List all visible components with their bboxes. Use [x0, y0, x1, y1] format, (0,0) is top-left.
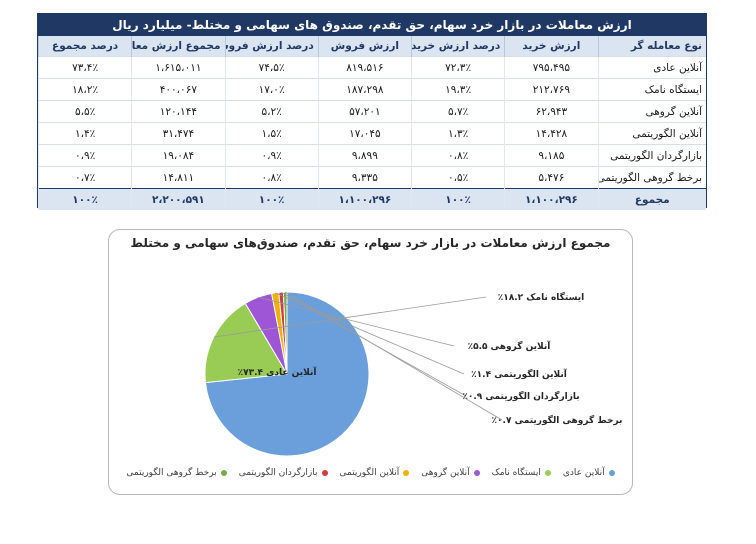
legend-item: آنلاین گروهی — [421, 468, 480, 478]
cell-sell-value: ۵۷،۲۰۱ — [317, 100, 412, 123]
pie-chart: آنلاین عادی ۷۳.۴٪ ایستگاه نامک ۱۸.۲٪ آنلای… — [204, 291, 623, 457]
cell-total-percent: ۰،۷٪ — [37, 166, 132, 189]
cell-total-percent: ۱۸،۲٪ — [37, 78, 132, 101]
header-buy-value: ارزش خرید — [504, 36, 598, 57]
legend-swatch — [544, 470, 551, 476]
legend-item: آنلاین عادی — [563, 468, 615, 478]
cell-sell-percent: ۱۷،۰٪ — [224, 78, 319, 101]
pie-chart-panel: مجموع ارزش معاملات در بازار خرد سهام، حق… — [108, 229, 633, 495]
header-sell-percent: درصد ارزش فروش — [224, 36, 319, 57]
cell-trader-type: آنلاین الگوریتمی — [597, 122, 706, 145]
cell-buy-value: ۶۲،۹۴۳ — [504, 100, 598, 123]
leader-line-5 — [284, 291, 503, 421]
table-row: ایستگاه نامک ۲۱۲،۷۶۹ ۱۹،۳٪ ۱۸۷،۲۹۸ ۱۷،۰٪ ۴۰۰،… — [37, 78, 706, 101]
header-total-percent: درصد مجموع — [37, 36, 132, 57]
legend-swatch — [608, 470, 615, 476]
trading-value-table: ارزش معاملات در بازار خرد سهام، حق تقدم،… — [37, 13, 707, 210]
cell-buy-percent: ۰،۸٪ — [410, 144, 505, 167]
cell-sell-value: ۹،۳۳۵ — [317, 166, 412, 189]
cell-buy-value: ۷۹۵،۴۹۵ — [504, 56, 598, 79]
cell-sell-percent: ۵،۲٪ — [224, 100, 319, 123]
total-cell-buy-percent: ۱۰۰٪ — [410, 188, 505, 210]
legend-label: آنلاین گروهی — [421, 468, 470, 478]
legend-swatch — [473, 470, 480, 476]
legend-item: آنلاین الگوریتمی — [340, 468, 410, 478]
chart-legend: آنلاین عادی ایستگاه نامک آنلاین گروهی آنلای… — [119, 468, 622, 478]
cell-total-percent: ۵،۵٪ — [37, 100, 132, 123]
table-row: بازارگردان الگوریتمی ۹،۱۸۵ ۰،۸٪ ۹،۸۹۹ ۰،۹٪ ۱۹… — [37, 144, 706, 167]
cell-trader-type: آنلاین عادی — [597, 56, 706, 79]
pie-slice-5 — [282, 291, 288, 375]
cell-total-value: ۱۲۰،۱۴۴ — [131, 100, 225, 123]
total-cell-sell-value: ۱،۱۰۰،۲۹۶ — [317, 188, 412, 210]
cell-buy-percent: ۱۹،۳٪ — [410, 78, 505, 101]
legend-swatch — [321, 470, 328, 476]
cell-trader-type: آنلاین گروهی — [597, 100, 706, 123]
legend-label: آنلاین عادی — [562, 468, 605, 478]
data-label-4: بازارگردان الگوریتمی ۰.۹٪ — [462, 390, 579, 402]
data-label-3: آنلاین الگوریتمی ۱.۴٪ — [471, 368, 568, 380]
cell-buy-percent: ۰،۵٪ — [410, 166, 505, 189]
cell-buy-value: ۲۱۲،۷۶۹ — [504, 78, 598, 101]
data-label-5: برخط گروهی الگوریتمی ۰.۷٪ — [492, 414, 623, 426]
legend-label: آنلاین الگوریتمی — [339, 468, 400, 478]
table-row: آنلاین الگوریتمی ۱۴،۴۲۸ ۱،۳٪ ۱۷،۰۴۵ ۱،۵٪ ۳۱،۴… — [37, 122, 706, 145]
cell-total-percent: ۷۳،۴٪ — [37, 56, 132, 79]
total-cell-trader-type: مجموع — [597, 188, 706, 210]
cell-trader-type: بازارگردان الگوریتمی — [597, 144, 706, 167]
cell-buy-percent: ۵،۷٪ — [410, 100, 505, 123]
cell-total-value: ۱۴،۸۱۱ — [131, 166, 225, 189]
total-row: مجموع ۱،۱۰۰،۲۹۶ ۱۰۰٪ ۱،۱۰۰،۲۹۶ ۱۰۰٪ ۲،۲۰۰،۵۹۱… — [37, 188, 706, 210]
total-cell-total-percent: ۱۰۰٪ — [37, 188, 132, 210]
table-row: آنلاین عادی ۷۹۵،۴۹۵ ۷۲،۳٪ ۸۱۹،۵۱۶ ۷۴،۵٪ ۱،۶۱۵… — [37, 56, 706, 79]
table-row: آنلاین گروهی ۶۲،۹۴۳ ۵،۷٪ ۵۷،۲۰۱ ۵،۲٪ ۱۲۰،۱۴۴ ۵… — [37, 100, 706, 123]
cell-buy-value: ۱۴،۴۲۸ — [504, 122, 598, 145]
chart-title: مجموع ارزش معاملات در بازار خرد سهام، حق… — [130, 236, 611, 250]
cell-total-percent: ۰،۹٪ — [37, 144, 132, 167]
legend-item: ایستگاه نامک — [492, 468, 551, 478]
data-label-1: ایستگاه نامک ۱۸.۲٪ — [498, 291, 584, 303]
total-cell-buy-value: ۱،۱۰۰،۲۹۶ — [504, 188, 598, 210]
cell-sell-value: ۸۱۹،۵۱۶ — [317, 56, 412, 79]
legend-item: برخط گروهی الگوریتمی — [126, 468, 227, 478]
cell-sell-percent: ۷۴،۵٪ — [224, 56, 319, 79]
header-sell-value: ارزش فروش — [317, 36, 412, 57]
table-row: برخط گروهی الگوریتمی ۵،۴۷۶ ۰،۵٪ ۹،۳۳۵ ۰،۸٪ ۱۴… — [37, 166, 706, 189]
cell-sell-value: ۱۸۷،۲۹۸ — [317, 78, 412, 101]
data-label-2: آنلاین گروهی ۵.۵٪ — [468, 340, 552, 352]
cell-total-value: ۴۰۰،۰۶۷ — [131, 78, 225, 101]
cell-buy-value: ۹،۱۸۵ — [504, 144, 598, 167]
cell-trader-type: برخط گروهی الگوریتمی — [597, 166, 706, 189]
cell-trader-type: ایستگاه نامک — [597, 78, 706, 101]
cell-total-percent: ۱،۴٪ — [37, 122, 132, 145]
legend-label: ایستگاه نامک — [491, 468, 541, 478]
legend-label: برخط گروهی الگوریتمی — [126, 468, 217, 478]
legend-item: بازارگردان الگوریتمی — [239, 468, 328, 478]
total-cell-sell-percent: ۱۰۰٪ — [224, 188, 319, 210]
legend-label: بازارگردان الگوریتمی — [238, 468, 318, 478]
header-trader-type: نوع معامله گر — [597, 36, 706, 57]
table-title: ارزش معاملات در بازار خرد سهام، حق تقدم،… — [38, 14, 706, 36]
legend-swatch — [220, 470, 227, 476]
leader-line-2 — [257, 296, 455, 347]
cell-sell-percent: ۰،۹٪ — [224, 144, 319, 167]
cell-sell-value: ۱۷،۰۴۵ — [317, 122, 412, 145]
cell-total-value: ۱۹،۰۸۴ — [131, 144, 225, 167]
cell-sell-percent: ۰،۸٪ — [224, 166, 319, 189]
cell-total-value: ۱،۶۱۵،۰۱۱ — [131, 56, 225, 79]
leader-line-1 — [213, 296, 487, 338]
legend-swatch — [403, 470, 410, 476]
cell-buy-percent: ۷۲،۳٪ — [410, 56, 505, 79]
cell-buy-value: ۵،۴۷۶ — [504, 166, 598, 189]
cell-sell-value: ۹،۸۹۹ — [317, 144, 412, 167]
data-label-0: آنلاین عادی ۷۳.۴٪ — [238, 366, 318, 378]
cell-buy-percent: ۱،۳٪ — [410, 122, 505, 145]
cell-sell-percent: ۱،۵٪ — [224, 122, 319, 145]
header-total-value: مجموع ارزش معاملات — [131, 36, 225, 57]
header-buy-percent: درصد ارزش خرید — [410, 36, 505, 57]
header-row: نوع معامله گر ارزش خرید درصد ارزش خرید ا… — [37, 36, 706, 57]
cell-total-value: ۳۱،۴۷۴ — [131, 122, 225, 145]
data-table: نوع معامله گر ارزش خرید درصد ارزش خرید ا… — [37, 36, 706, 210]
total-cell-total-value: ۲،۲۰۰،۵۹۱ — [131, 188, 225, 210]
